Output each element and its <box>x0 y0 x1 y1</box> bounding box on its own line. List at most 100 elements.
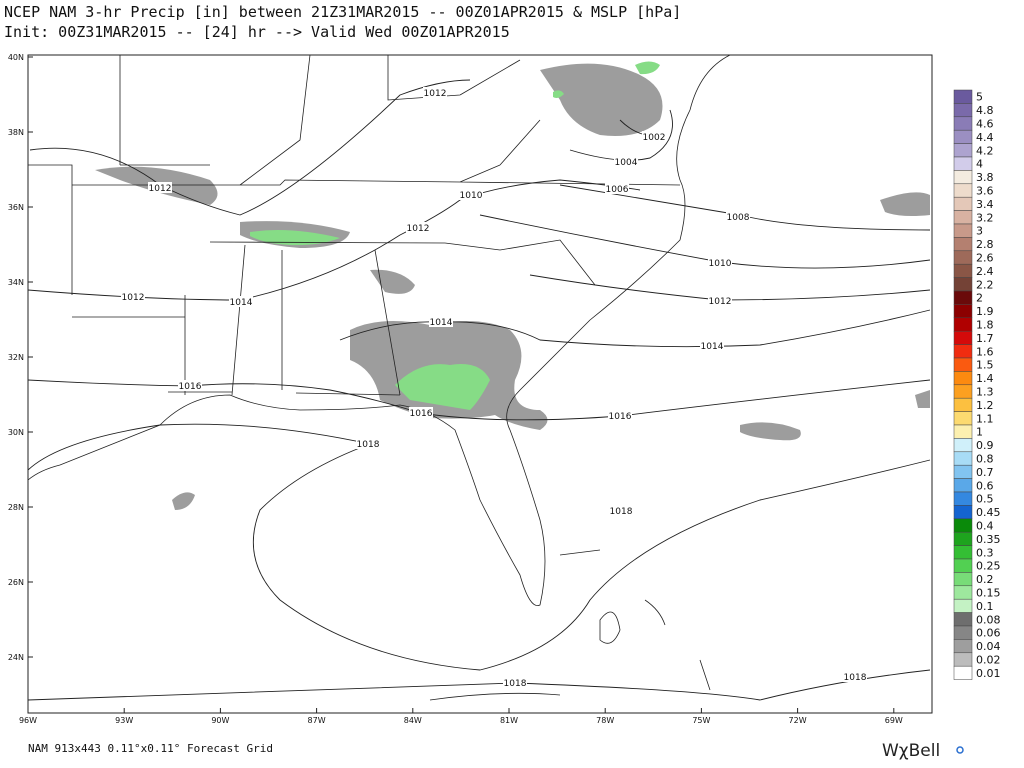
colorbar-swatch <box>953 210 973 225</box>
colorbar-swatch <box>953 103 973 118</box>
isobar-label: 1016 <box>179 382 202 392</box>
colorbar: 54.84.64.44.243.83.63.43.232.82.62.42.22… <box>953 89 1001 680</box>
isobar-label: 1014 <box>701 342 724 352</box>
isobar-label: 1012 <box>407 224 430 234</box>
colorbar-swatch <box>953 371 973 386</box>
colorbar-swatch <box>953 558 973 573</box>
colorbar-label: 2.4 <box>976 265 994 278</box>
isobar-label-bg <box>148 182 172 193</box>
colorbar-label: 3.2 <box>976 211 994 224</box>
isobar-label: 1018 <box>844 673 867 683</box>
isobar-label-bg <box>843 671 867 682</box>
isobar-label: 1016 <box>609 412 632 422</box>
title-line-1: NCEP NAM 3-hr Precip [in] between 21Z31M… <box>4 3 681 21</box>
colorbar-label: 0.4 <box>976 520 994 533</box>
colorbar-swatch <box>953 518 973 533</box>
colorbar-swatch <box>953 424 973 439</box>
colorbar-label: 1.1 <box>976 412 994 425</box>
lon-label: 87W <box>308 716 326 725</box>
colorbar-swatch <box>953 505 973 520</box>
colorbar-swatch <box>953 344 973 359</box>
colorbar-swatch <box>953 384 973 399</box>
precip-green <box>250 61 660 410</box>
logo: WχBell <box>882 741 940 761</box>
colorbar-label: 2 <box>976 292 983 305</box>
isobar-label: 1018 <box>357 440 380 450</box>
lon-label: 81W <box>500 716 518 725</box>
title-line-2: Init: 00Z31MAR2015 -- [24] hr --> Valid … <box>4 23 510 41</box>
lat-label: 26N <box>8 578 24 587</box>
colorbar-label: 0.35 <box>976 533 1001 546</box>
colorbar-label: 4.8 <box>976 104 994 117</box>
colorbar-label: 2.2 <box>976 278 994 291</box>
colorbar-swatch <box>953 170 973 185</box>
colorbar-swatch <box>953 89 973 104</box>
isobar-label: 1012 <box>149 184 172 194</box>
colorbar-label: 0.5 <box>976 493 994 506</box>
isobar-label-bg <box>700 340 724 351</box>
isobar-label: 1006 <box>606 185 629 195</box>
colorbar-swatch <box>953 639 973 654</box>
map: 1012 1012 1010 1012 1006 1004 1002 1008 1010 1012… <box>8 53 933 725</box>
colorbar-swatch <box>953 277 973 292</box>
colorbar-swatch <box>953 196 973 211</box>
colorbar-label: 0.25 <box>976 560 1001 573</box>
isobar-label-bg <box>605 183 629 194</box>
isobar-label-bg <box>406 222 430 233</box>
isobar-labels: 1012 1012 1010 1012 1006 1004 1002 1008 1010 1012… <box>121 87 867 689</box>
colorbar-swatch <box>953 491 973 506</box>
colorbar-swatch <box>953 263 973 278</box>
lon-label: 75W <box>692 716 710 725</box>
lat-label: 28N <box>8 503 24 512</box>
colorbar-label: 2.8 <box>976 238 994 251</box>
colorbar-label: 0.02 <box>976 654 1001 667</box>
isobar-label: 1014 <box>430 318 453 328</box>
colorbar-label: 1.8 <box>976 319 994 332</box>
colorbar-label: 3 <box>976 225 983 238</box>
colorbar-label: 4.4 <box>976 131 994 144</box>
colorbar-swatch <box>953 116 973 131</box>
colorbar-label: 0.1 <box>976 600 994 613</box>
isobar-label: 1002 <box>643 133 666 143</box>
colorbar-swatch <box>953 237 973 252</box>
lat-label: 32N <box>8 353 24 362</box>
isobar-label-bg <box>178 380 202 391</box>
colorbar-label: 0.04 <box>976 640 1001 653</box>
colorbar-label: 4 <box>976 158 983 171</box>
lon-label: 90W <box>211 716 229 725</box>
colorbar-swatch <box>953 317 973 332</box>
isobar-label-bg <box>356 438 380 449</box>
lon-label: 96W <box>19 716 37 725</box>
isobar-label-bg <box>459 189 483 200</box>
colorbar-swatch <box>953 598 973 613</box>
isobar-label-bg <box>726 211 750 222</box>
isobar-label-bg <box>121 291 145 302</box>
colorbar-label: 4.6 <box>976 118 994 131</box>
colorbar-label: 2.6 <box>976 252 994 265</box>
colorbar-swatch <box>953 545 973 560</box>
colorbar-label: 0.06 <box>976 627 1001 640</box>
colorbar-swatch <box>953 665 973 680</box>
isobar-label-bg <box>608 410 632 421</box>
isobar-label-bg <box>229 296 253 307</box>
colorbar-label: 0.7 <box>976 466 994 479</box>
colorbar-swatch <box>953 290 973 305</box>
colorbar-swatch <box>953 357 973 372</box>
isobar-label-bg <box>503 677 527 688</box>
colorbar-label: 1 <box>976 426 983 439</box>
colorbar-swatch <box>953 411 973 426</box>
colorbar-swatch <box>953 129 973 144</box>
colorbar-swatch <box>953 438 973 453</box>
colorbar-label: 0.8 <box>976 453 994 466</box>
colorbar-label: 3.8 <box>976 171 994 184</box>
colorbar-swatch <box>953 451 973 466</box>
colorbar-swatch <box>953 612 973 627</box>
colorbar-label: 3.4 <box>976 198 994 211</box>
colorbar-swatch <box>953 478 973 493</box>
isobar-label-bg <box>614 156 638 167</box>
isobar-label: 1012 <box>709 297 732 307</box>
colorbar-swatch <box>953 585 973 600</box>
colorbar-swatch <box>953 156 973 171</box>
colorbar-label: 0.01 <box>976 667 1001 680</box>
